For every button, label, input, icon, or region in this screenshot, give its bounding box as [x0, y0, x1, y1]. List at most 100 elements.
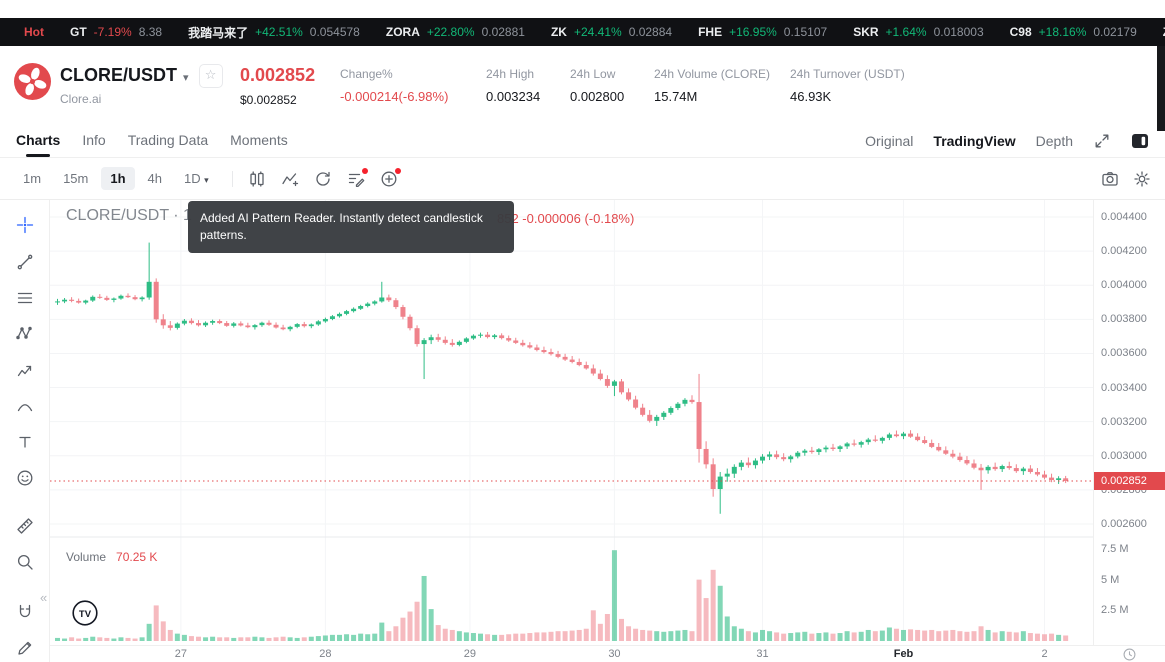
- ticker-price: 0.02881: [481, 25, 525, 39]
- interval-15m[interactable]: 15m: [63, 171, 89, 186]
- stat-value: 46.93K: [790, 89, 832, 104]
- time-axis[interactable]: 27 28 29 30 31 Feb 2: [50, 645, 1165, 662]
- ticker-item[interactable]: ZKP+4.69%0.09752: [1163, 25, 1165, 39]
- ticker-item[interactable]: FHE +16.95% 0.15107: [698, 25, 827, 39]
- drawing-toolbar: [0, 200, 50, 662]
- ticker-change: +16.95%: [729, 25, 777, 39]
- time-axis-label: 27: [174, 648, 187, 660]
- zoom-icon[interactable]: [16, 553, 34, 571]
- ruler-icon[interactable]: [16, 517, 34, 535]
- ticker-item[interactable]: SKR +1.64% 0.018003: [853, 25, 983, 39]
- ticker-change: +22.80%: [426, 25, 475, 39]
- stat-label: Change%: [340, 67, 393, 81]
- time-axis-label: 31: [756, 648, 769, 660]
- interval-1d[interactable]: 1D ▾: [184, 171, 209, 186]
- header-stat: 24h Volume (CLORE) 15.74M: [654, 67, 774, 104]
- ticker-change: +1.64%: [885, 25, 927, 39]
- tab-trading-data[interactable]: Trading Data: [127, 132, 209, 148]
- text-tool-icon[interactable]: [16, 433, 34, 451]
- arc-icon[interactable]: [16, 397, 34, 415]
- ticker-item[interactable]: ZORA +22.80% 0.02881: [386, 25, 525, 39]
- interval-1m[interactable]: 1m: [23, 171, 42, 186]
- chart-legend-ohlc: 852 -0.000006 (-0.18%): [497, 211, 635, 226]
- chart-tools: [248, 158, 401, 199]
- ticker-item[interactable]: 我踏马来了 +42.51% 0.054578: [188, 24, 360, 41]
- fib-retracement-icon[interactable]: [16, 289, 34, 307]
- favorite-button[interactable]: ☆: [198, 64, 223, 88]
- ticker-change: -7.19%: [93, 25, 132, 39]
- collapse-toolbar-icon[interactable]: «: [40, 590, 48, 605]
- screenshot-icon[interactable]: [1101, 170, 1119, 188]
- chart-legend-symbol: CLORE/USDT · 1: [66, 207, 192, 224]
- header-stats: Change% -0.000214(-6.98%) 24h High 0.003234…: [340, 67, 905, 104]
- interval-dropdown-caret-icon[interactable]: ▾: [201, 175, 209, 185]
- stat-label: 24h Low: [570, 67, 616, 81]
- candlestick-chart[interactable]: [50, 200, 1093, 645]
- chart-plot[interactable]: CLORE/USDT · 1 852 -0.000006 (-0.18%) Ad…: [50, 200, 1093, 645]
- price-axis-label: 0.003000: [1101, 449, 1147, 462]
- tradingview-logo-icon[interactable]: TV: [72, 600, 98, 626]
- interval-switcher: 1m 15m 1h 4h 1D ▾: [14, 158, 218, 199]
- right-edge-panel-handle[interactable]: [1157, 46, 1165, 131]
- emoji-icon[interactable]: [16, 469, 34, 487]
- chart-tools-right: [1101, 158, 1151, 199]
- ticker-item[interactable]: ZK +24.41% 0.02884: [551, 25, 672, 39]
- time-axis-label: 30: [608, 648, 621, 660]
- magnet-icon[interactable]: [16, 603, 34, 621]
- pair-subtitle: Clore.ai: [60, 92, 102, 106]
- forecast-icon[interactable]: [16, 361, 34, 379]
- ticker-change: +42.51%: [255, 25, 303, 39]
- price-axis-label: 0.003600: [1101, 347, 1147, 360]
- time-axis-corner-icon[interactable]: [1122, 647, 1137, 662]
- pair-name[interactable]: CLORE/USDT: [60, 65, 177, 85]
- last-price: 0.002852: [240, 65, 316, 85]
- main-tabs-left: Charts Info Trading Data Moments: [16, 125, 288, 157]
- tab-moments[interactable]: Moments: [230, 132, 288, 148]
- volume-value: 70.25 K: [116, 550, 158, 564]
- expand-icon[interactable]: [1093, 132, 1111, 150]
- indicators-icon[interactable]: [281, 170, 299, 188]
- view-tradingview[interactable]: TradingView: [933, 133, 1016, 149]
- candle-style-icon[interactable]: [248, 170, 266, 188]
- tab-info[interactable]: Info: [82, 132, 106, 148]
- pair-dropdown-caret-icon[interactable]: ▾: [183, 72, 189, 84]
- ticker-list: GT -7.19% 8.38 我踏马来了 +42.51% 0.054578 ZORA +22.…: [70, 24, 1165, 41]
- ai-pattern-reader-icon[interactable]: [347, 167, 368, 188]
- stat-value: 0.003234: [486, 89, 541, 104]
- volume-axis-label: 5 M: [1101, 573, 1120, 586]
- xabcd-pattern-icon[interactable]: [16, 324, 34, 342]
- view-depth[interactable]: Depth: [1035, 133, 1073, 149]
- price-axis[interactable]: 0.004400 0.004200 0.004000 0.003800 0.003600…: [1093, 200, 1165, 645]
- ticker-symbol: ZORA: [385, 25, 420, 39]
- ticker-symbol: GT: [70, 25, 87, 39]
- ticker-symbol: C98: [1009, 25, 1032, 39]
- trend-line-icon[interactable]: [16, 253, 34, 271]
- volume-legend: Volume 70.25 K: [66, 550, 157, 564]
- chart-settings-icon[interactable]: [1133, 170, 1151, 188]
- ticker-change: +24.41%: [573, 25, 622, 39]
- interval-1h[interactable]: 1h: [101, 167, 135, 190]
- stat-value: 0.002800: [570, 89, 625, 104]
- tab-charts[interactable]: Charts: [16, 125, 60, 157]
- ticker-item[interactable]: C98 +18.16% 0.02179: [1010, 25, 1137, 39]
- draw-icon[interactable]: [16, 639, 34, 657]
- ticker-symbol: FHE: [698, 25, 723, 39]
- ticker-price: 0.15107: [783, 25, 828, 39]
- main-tabs: Charts Info Trading Data Moments Original Tr…: [0, 125, 1165, 158]
- replay-icon[interactable]: [314, 170, 332, 188]
- chart-legend: CLORE/USDT · 1 852 -0.000006 (-0.18%): [50, 200, 1093, 230]
- panel-toggle-icon[interactable]: [1131, 132, 1149, 150]
- ticker-bar[interactable]: Hot GT -7.19% 8.38 我踏马来了 +42.51% 0.054578 ZORA…: [0, 18, 1165, 46]
- price-axis-label: 0.004200: [1101, 245, 1147, 258]
- header-stat: Change% -0.000214(-6.98%): [340, 67, 470, 104]
- add-plugin-icon[interactable]: [380, 167, 401, 188]
- interval-4h[interactable]: 4h: [147, 171, 162, 186]
- ai-pattern-tooltip: Added AI Pattern Reader. Instantly detec…: [188, 201, 514, 253]
- svg-text:TV: TV: [79, 609, 92, 620]
- time-axis-label: 29: [463, 648, 477, 660]
- crosshair-icon[interactable]: [16, 216, 34, 234]
- ticker-item[interactable]: GT -7.19% 8.38: [70, 25, 162, 39]
- stat-value: 15.74M: [654, 89, 698, 104]
- view-original[interactable]: Original: [865, 133, 914, 149]
